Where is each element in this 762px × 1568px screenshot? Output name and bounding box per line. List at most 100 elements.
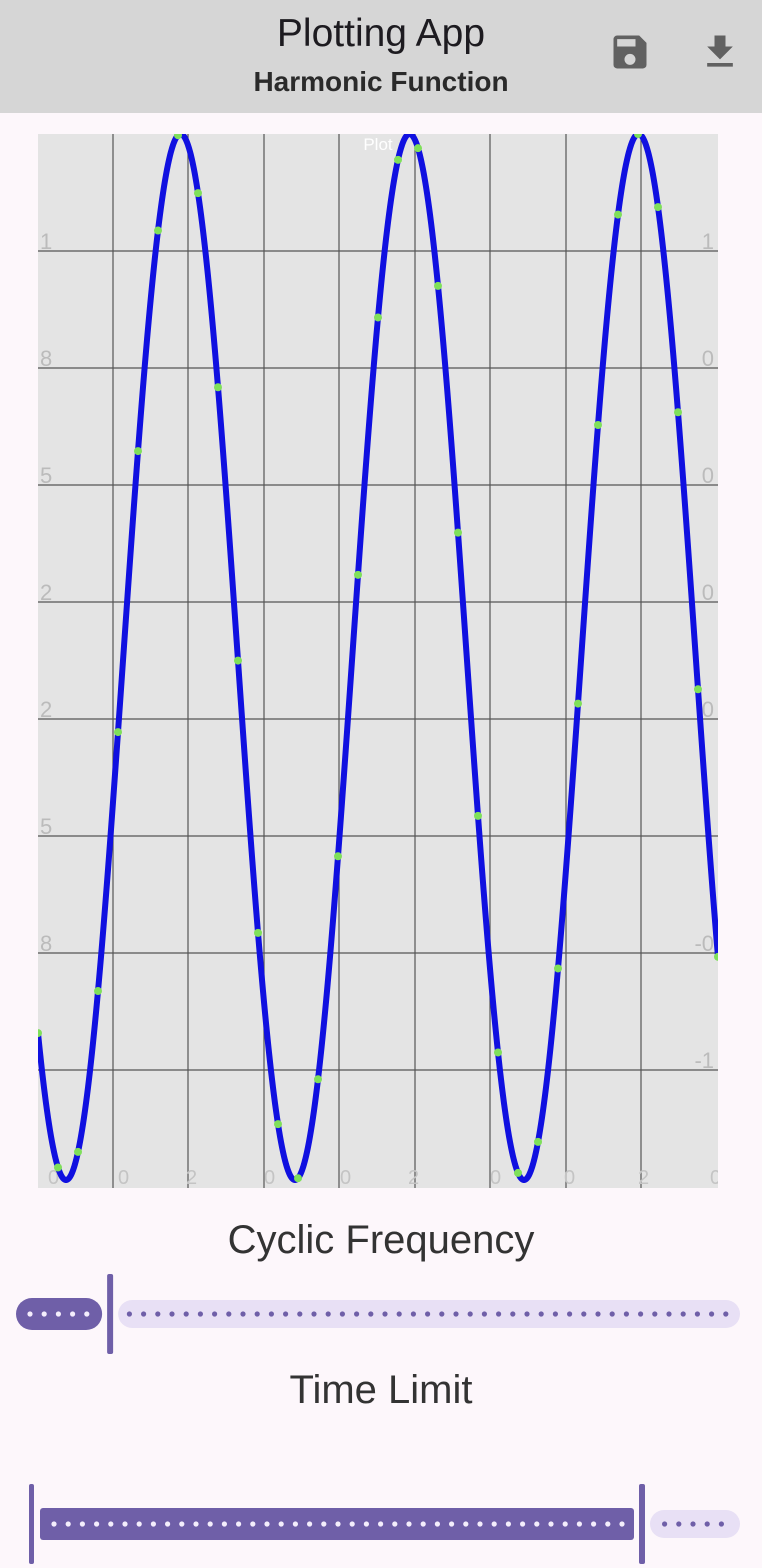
slider-step-dot: [453, 1311, 459, 1317]
top-app-bar: Plotting App Harmonic Function: [0, 0, 762, 113]
data-point: [54, 1163, 62, 1172]
slider-step-dot: [268, 1311, 274, 1317]
slider-step-dot: [79, 1521, 85, 1527]
slider-step-dot: [676, 1521, 682, 1527]
slider-step-dot: [339, 1311, 345, 1317]
y-tick-label-left: 8: [40, 346, 52, 371]
slider-thumb[interactable]: [639, 1484, 645, 1564]
slider-step-dot: [70, 1311, 76, 1317]
x-tick-label: 0: [264, 1167, 275, 1188]
app-subtitle: Harmonic Function: [253, 66, 509, 97]
slider-step-dot: [481, 1311, 487, 1317]
frequency-slider-track[interactable]: [14, 1272, 742, 1356]
x-tick-label: 0: [564, 1167, 575, 1188]
slider-step-dot: [619, 1521, 625, 1527]
slider-step-dot: [510, 1311, 516, 1317]
slider-step-dot: [439, 1311, 445, 1317]
harmonic-chart: 1 8 5 2 2 5 8 1 0 0 0 0 -0 -1 0 0 2 0 0 2 0 0 2 0 Plot: [38, 134, 718, 1188]
x-tick-label: 0: [710, 1167, 718, 1188]
data-point: [554, 964, 562, 973]
y-tick-label-left: 5: [40, 814, 52, 839]
data-point: [534, 1137, 542, 1146]
time-limit-slider[interactable]: [14, 1482, 742, 1566]
slider-step-dot: [179, 1521, 185, 1527]
data-point: [494, 1048, 502, 1057]
time-limit-slider-track[interactable]: [14, 1482, 742, 1566]
slider-step-dot: [680, 1311, 686, 1317]
slider-step-dot: [638, 1311, 644, 1317]
slider-step-dot: [183, 1311, 189, 1317]
y-tick-label-right: 0: [702, 463, 714, 488]
data-point: [134, 447, 142, 456]
data-point: [654, 203, 662, 212]
y-tick-label-right: 0: [702, 697, 714, 722]
y-tick-label-right: -0: [694, 931, 714, 956]
slider-step-dot: [666, 1311, 672, 1317]
y-tick-label-left: 1: [40, 229, 52, 254]
slider-step-dot: [449, 1521, 455, 1527]
frequency-slider[interactable]: [14, 1272, 742, 1356]
slider-step-dot: [27, 1311, 33, 1317]
slider-step-dot: [297, 1311, 303, 1317]
slider-step-dot: [396, 1311, 402, 1317]
slider-step-dot: [392, 1521, 398, 1527]
slider-step-dot: [406, 1521, 412, 1527]
slider-step-dot: [254, 1311, 260, 1317]
x-tick-label: 0: [48, 1167, 59, 1188]
data-point: [254, 928, 262, 937]
slider-step-dot: [212, 1311, 218, 1317]
data-point: [334, 852, 342, 861]
slider-step-dot: [368, 1311, 374, 1317]
slider-step-dot: [122, 1521, 128, 1527]
slider-step-dot: [491, 1521, 497, 1527]
data-point: [194, 189, 202, 198]
slider-step-dot: [155, 1311, 161, 1317]
slider-step-dot: [425, 1311, 431, 1317]
slider-step-dot: [51, 1521, 57, 1527]
data-point: [294, 1174, 302, 1183]
x-tick-label: 2: [638, 1167, 649, 1188]
slider-step-dot: [363, 1521, 369, 1527]
data-point: [274, 1120, 282, 1129]
x-tick-label: 2: [186, 1167, 197, 1188]
slider-step-dot: [496, 1311, 502, 1317]
download-button[interactable]: [698, 30, 742, 74]
slider-step-dot: [595, 1311, 601, 1317]
slider-step-dot: [420, 1521, 426, 1527]
data-point: [514, 1168, 522, 1177]
slider-step-dot: [311, 1311, 317, 1317]
slider-step-dot: [378, 1521, 384, 1527]
slider-step-dot: [505, 1521, 511, 1527]
data-point: [74, 1147, 82, 1156]
slider-step-dot: [55, 1311, 62, 1317]
save-button[interactable]: [608, 30, 652, 74]
slider-step-dot: [709, 1311, 715, 1317]
slider-step-dot: [718, 1521, 725, 1527]
download-icon: [707, 35, 733, 67]
x-tick-label: 2: [408, 1167, 419, 1188]
slider-step-dot: [250, 1521, 256, 1527]
slider-step-dot: [694, 1311, 701, 1317]
data-point: [114, 728, 122, 737]
slider-step-dot: [576, 1521, 583, 1527]
y-tick-label-right: -1: [694, 1048, 714, 1073]
slider-step-dot: [690, 1521, 696, 1527]
data-point: [714, 952, 718, 961]
app-title: Plotting App: [276, 12, 486, 55]
data-point: [354, 570, 362, 579]
data-point: [414, 144, 422, 153]
slider-step-dot: [723, 1311, 729, 1317]
slider-thumb[interactable]: [107, 1274, 114, 1354]
x-tick-label: 0: [340, 1167, 351, 1188]
data-point: [94, 987, 102, 996]
slider-step-dot: [520, 1521, 526, 1527]
data-point: [38, 1029, 42, 1038]
slider-step-dot: [141, 1311, 147, 1317]
data-point: [634, 134, 642, 139]
y-tick-label-left: 8: [40, 931, 52, 956]
data-point: [694, 685, 702, 694]
data-point: [574, 699, 582, 708]
slider-step-dot: [623, 1311, 630, 1317]
slider-step-dot: [467, 1311, 473, 1317]
data-point: [594, 421, 602, 430]
